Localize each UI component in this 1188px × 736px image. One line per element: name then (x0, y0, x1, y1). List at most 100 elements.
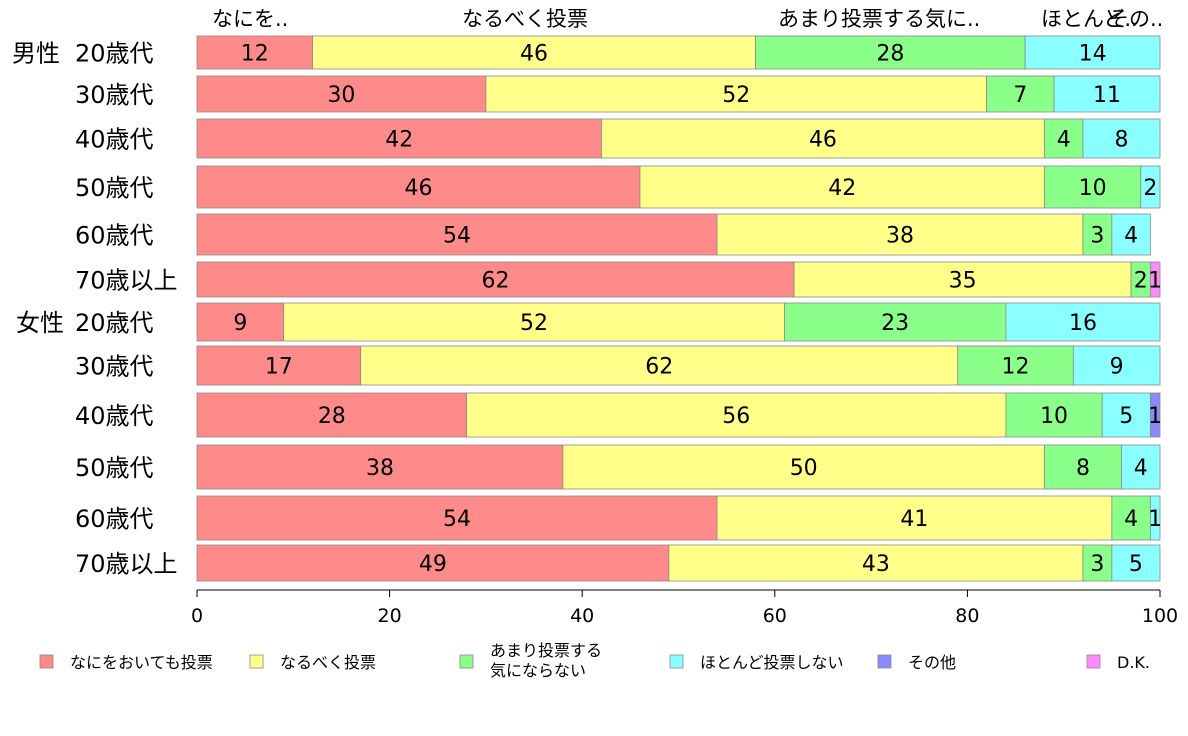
legend-label: なにをおいても投票 (70, 653, 213, 672)
segment-value-label: 16 (1069, 311, 1097, 336)
bar-segment (784, 302, 1007, 342)
row-label: 60歳代 (75, 222, 154, 250)
segment-value-label: 9 (233, 311, 247, 336)
x-tick-label: 80 (955, 605, 979, 627)
bar-segment (1044, 118, 1084, 159)
segment-value-label: 11 (1093, 83, 1121, 108)
row-label: 20歳代 (75, 309, 154, 337)
segment-value-label: 54 (443, 224, 471, 249)
segment-value-label: 52 (722, 83, 750, 108)
row-label: 30歳代 (75, 81, 154, 109)
x-tick-label: 100 (1142, 605, 1178, 627)
bar-segment (1005, 302, 1161, 342)
bar-segment (196, 444, 564, 490)
segment-value-label: 54 (443, 507, 471, 532)
segment-value-label: 3 (1090, 224, 1104, 249)
legend-swatch (39, 654, 54, 669)
x-tick-label: 40 (570, 605, 594, 627)
bar-segment (793, 261, 1132, 298)
bar-segment (196, 302, 285, 342)
segment-value-label: 41 (900, 507, 928, 532)
segment-value-label: 9 (1110, 355, 1124, 380)
x-tick-label: 60 (763, 605, 787, 627)
bar-segment (601, 118, 1045, 159)
segment-value-label: 46 (404, 176, 432, 201)
legend-label: ほとんど投票しない (700, 653, 844, 672)
group-label: 女性 (16, 309, 64, 337)
bar-segment (1053, 75, 1161, 113)
segment-value-label: 7 (1013, 83, 1027, 108)
bar-segment (1111, 213, 1151, 256)
legend-label: あまり投票する気にならない (490, 641, 602, 680)
segment-value-label: 4 (1134, 456, 1148, 481)
segment-value-label: 2 (1143, 176, 1157, 201)
segment-value-label: 35 (949, 269, 977, 294)
segment-value-label: 14 (1079, 42, 1107, 67)
segment-value-label: 3 (1090, 552, 1104, 577)
bar-segment (1111, 495, 1151, 541)
row-label: 30歳代 (75, 353, 154, 381)
row-label: 60歳代 (75, 505, 154, 533)
top-category-labels: なにを.. なるべく投票 あまり投票する気に.. ほとんど..その.. (212, 7, 1163, 31)
segment-value-label: 10 (1079, 176, 1107, 201)
bar-segment (1044, 165, 1142, 209)
segment-value-label: 5 (1119, 404, 1133, 429)
segment-value-label: 38 (366, 456, 394, 481)
top-category-label: なにを.. (212, 7, 288, 31)
bar-segment (196, 75, 487, 113)
segment-value-label: 62 (645, 355, 673, 380)
segment-value-label: 4 (1124, 507, 1138, 532)
top-category-label: その.. (1108, 7, 1163, 31)
bar-segment (1082, 118, 1161, 159)
bar-segment (466, 392, 1007, 438)
legend-label: D.K. (1117, 653, 1150, 672)
bar-segment (716, 495, 1113, 541)
bar-segment (196, 118, 602, 159)
row-label: 50歳代 (75, 454, 154, 482)
bar-segment (312, 35, 756, 70)
legend-swatch (249, 654, 264, 669)
x-tick-label: 0 (191, 605, 203, 627)
bar-segment (1111, 544, 1161, 582)
legend-swatch (669, 654, 684, 669)
segment-value-label: 1 (1148, 404, 1162, 429)
bar-segment (196, 35, 313, 70)
row-label: 70歳以上 (75, 550, 178, 578)
legend-label: その他 (908, 653, 956, 672)
legend: なにをおいても投票 なるべく投票 あまり投票する気にならない ほとんど投票しない その他… (39, 641, 1150, 680)
segment-value-label: 4 (1124, 224, 1138, 249)
segment-value-label: 1 (1148, 507, 1162, 532)
segment-value-label: 12 (241, 42, 269, 67)
segment-value-label: 8 (1114, 128, 1128, 153)
segment-value-label: 5 (1129, 552, 1143, 577)
segment-value-label: 46 (520, 42, 548, 67)
segment-value-label: 23 (881, 311, 909, 336)
segment-value-label: 50 (790, 456, 818, 481)
bar-segment (196, 392, 468, 438)
segment-value-label: 43 (862, 552, 890, 577)
bar-segment (755, 35, 1026, 70)
segment-value-label: 62 (482, 269, 510, 294)
segment-value-label: 17 (265, 355, 293, 380)
segment-value-label: 38 (886, 224, 914, 249)
segment-value-label: 28 (318, 404, 346, 429)
segment-value-label: 10 (1040, 404, 1068, 429)
segment-value-label: 56 (722, 404, 750, 429)
top-category-label: あまり投票する気に.. (778, 7, 980, 31)
segment-value-label: 30 (327, 83, 355, 108)
bar-segment (1149, 261, 1161, 298)
segment-value-label: 4 (1057, 128, 1071, 153)
segment-value-label: 28 (876, 42, 904, 67)
segment-value-label: 46 (809, 128, 837, 153)
segment-value-label: 8 (1076, 456, 1090, 481)
group-label: 男性 (12, 40, 60, 68)
bar-segment (1149, 392, 1161, 438)
legend-swatch (1086, 654, 1101, 669)
segment-value-label: 12 (1002, 355, 1030, 380)
bar-segment (716, 213, 1084, 256)
segment-value-label: 42 (385, 128, 413, 153)
bar-segment (1044, 444, 1122, 490)
